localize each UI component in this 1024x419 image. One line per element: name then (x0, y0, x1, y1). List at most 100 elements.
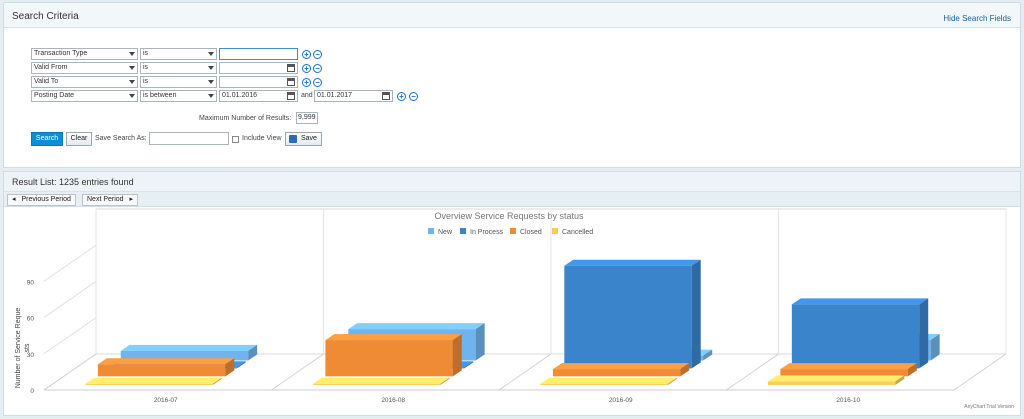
y-tick-label: 0 (30, 388, 34, 395)
remove-row-icon[interactable]: − (313, 64, 322, 73)
bar-cancelled (767, 375, 905, 385)
remove-row-icon[interactable]: − (409, 92, 418, 101)
remove-row-icon[interactable]: − (313, 78, 322, 87)
legend-swatch (460, 228, 466, 234)
gridline (43, 317, 97, 355)
category-divider (498, 353, 552, 391)
x-tick-label: 2016-07 (154, 397, 178, 404)
bar-front (97, 364, 226, 377)
floppy-disk-icon (289, 135, 297, 143)
operator-select[interactable]: is (140, 62, 217, 74)
bar-top (767, 375, 905, 382)
bar-closed (780, 363, 917, 377)
chart-title: Overview Service Requests by status (434, 211, 584, 221)
field-select-label: Transaction Type (34, 50, 88, 57)
bar-top (552, 363, 690, 370)
posting-date-from-input[interactable]: 01.01.2016 (219, 90, 298, 102)
operator-select[interactable]: is (140, 48, 217, 60)
bar-top (791, 298, 929, 305)
legend-label: New (438, 229, 453, 236)
category-divider (726, 353, 779, 391)
category-divider (43, 353, 97, 391)
save-button[interactable]: Save (285, 132, 322, 146)
previous-period-button[interactable]: ◂ Previous Period (7, 194, 76, 206)
search-criteria-header: Search Criteria Hide Search Fields (4, 3, 1020, 28)
result-list-header: Result List: 1235 entries found (4, 172, 1020, 192)
bar-side (919, 298, 929, 369)
bar-front (767, 381, 896, 385)
clear-button[interactable]: Clear (66, 132, 92, 146)
remove-row-icon[interactable]: − (313, 50, 322, 59)
legend-swatch (428, 228, 434, 234)
add-row-icon[interactable]: + (302, 64, 311, 73)
bar-closed (552, 363, 690, 377)
category-divider (953, 353, 1007, 391)
hide-search-fields-link[interactable]: Hide Search Fields (943, 14, 1011, 23)
calendar-icon[interactable] (287, 64, 295, 72)
chevron-down-icon (208, 52, 214, 56)
calendar-icon[interactable] (287, 92, 295, 100)
posting-date-to-input[interactable]: 01.01.2017 (314, 90, 393, 102)
max-results-label: Maximum Number of Results: (199, 115, 292, 122)
field-select-label: Valid From (34, 64, 68, 71)
search-criteria-title: Search Criteria (12, 11, 79, 22)
valid-to-date-input[interactable] (219, 76, 298, 88)
bar-side (440, 377, 450, 385)
next-period-button[interactable]: Next Period ▸ (82, 194, 139, 206)
search-button[interactable]: Search (31, 132, 63, 146)
bar-top (540, 377, 677, 384)
chart-legend: New In Process Closed Cancelled (428, 228, 593, 236)
chevron-down-icon (129, 80, 135, 84)
field-select-label: Valid To (34, 78, 59, 85)
bar-front (564, 265, 692, 369)
date-value: 01.01.2017 (317, 92, 353, 99)
add-row-icon[interactable]: + (302, 78, 311, 87)
field-select-valid-from[interactable]: Valid From (31, 62, 138, 74)
category-divider (271, 353, 324, 391)
bar-cancelled (85, 377, 222, 385)
max-results-input[interactable]: 9,999 (296, 112, 318, 124)
field-select-transaction-type[interactable]: Transaction Type (31, 48, 138, 60)
valid-from-date-input[interactable] (219, 62, 298, 74)
include-view-checkbox[interactable] (232, 136, 239, 143)
add-row-icon[interactable]: + (397, 92, 406, 101)
gridline (43, 244, 97, 282)
chart-grid (43, 208, 1007, 391)
legend-label: In Process (470, 229, 504, 236)
bar-top (564, 259, 701, 266)
bar-new (120, 344, 258, 361)
bar-side (703, 349, 713, 361)
field-select-valid-to[interactable]: Valid To (31, 76, 138, 88)
bar-closed (97, 358, 235, 377)
operator-select[interactable]: is (140, 76, 217, 88)
bar-side (930, 333, 940, 361)
bar-side (212, 377, 222, 385)
calendar-icon[interactable] (287, 78, 295, 86)
bar-side (680, 363, 690, 377)
previous-period-label: Previous Period (21, 196, 71, 203)
save-button-label: Save (301, 135, 317, 142)
bar-top (97, 358, 235, 365)
bar-side (225, 358, 235, 377)
bar-top (348, 323, 485, 330)
bar-front (540, 383, 668, 385)
chevron-down-icon (129, 66, 135, 70)
operator-label: is (143, 78, 149, 85)
bar-side (895, 375, 905, 385)
bar-side (691, 259, 701, 369)
transaction-type-value-input[interactable] (219, 48, 298, 60)
arrow-right-icon: ▸ (129, 196, 134, 203)
save-search-as-input[interactable] (149, 132, 229, 145)
arrow-left-icon: ◂ (12, 196, 16, 203)
legend-label: Cancelled (562, 229, 593, 236)
field-select-posting-date[interactable]: Posting Date (31, 90, 138, 102)
bar-closed (325, 334, 462, 377)
add-row-icon[interactable]: + (302, 50, 311, 59)
date-value: 01.01.2016 (222, 92, 258, 99)
operator-select[interactable]: is between (140, 90, 217, 102)
gridline (43, 281, 97, 318)
legend-swatch (510, 228, 516, 234)
bar-side (452, 334, 462, 377)
calendar-icon[interactable] (382, 92, 390, 100)
result-list-panel: Result List: 1235 entries found ◂ Previo… (3, 171, 1021, 416)
